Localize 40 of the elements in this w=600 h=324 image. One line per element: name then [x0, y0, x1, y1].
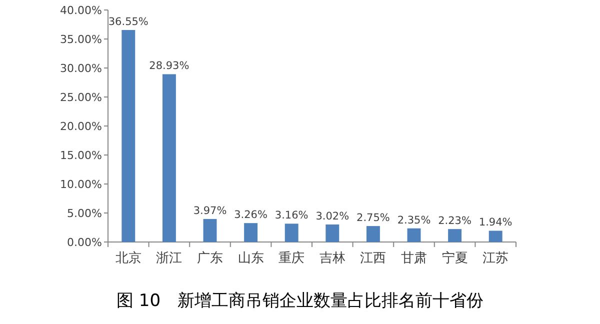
- bar: [244, 223, 258, 242]
- data-label: 2.35%: [397, 214, 431, 226]
- y-tick-label: 5.00%: [67, 207, 102, 220]
- y-tick-label: 20.00%: [60, 120, 102, 133]
- x-tick-label: 浙江: [156, 251, 182, 266]
- text: 图 10 新增工商吊销企业数量占比排名前十省份: [116, 291, 484, 311]
- bar: [326, 224, 340, 242]
- y-tick-label: 10.00%: [60, 178, 102, 191]
- y-tick-label: 25.00%: [60, 91, 102, 104]
- bar: [162, 74, 176, 242]
- x-tick-label: 甘肃: [401, 251, 427, 266]
- y-tick-label: 0.00%: [67, 236, 102, 249]
- x-tick-label: 北京: [115, 251, 142, 266]
- bar: [407, 228, 421, 242]
- data-label: 28.93%: [149, 60, 190, 72]
- bar: [122, 30, 136, 242]
- y-tick-label: 30.00%: [60, 62, 102, 75]
- bar: [203, 218, 217, 242]
- data-label: 3.02%: [316, 210, 350, 222]
- x-tick-label: 宁夏: [442, 250, 468, 266]
- x-tick-label: 山东: [238, 251, 264, 266]
- y-tick-label: 40.00%: [60, 4, 102, 17]
- bar: [366, 226, 380, 242]
- bar: [284, 224, 298, 242]
- x-tick-label: 江苏: [482, 251, 509, 266]
- data-label: 3.26%: [234, 209, 268, 222]
- bar: [448, 229, 462, 242]
- x-tick-label: 广东: [197, 251, 223, 266]
- data-label: 3.16%: [274, 210, 308, 222]
- bar: [488, 230, 502, 242]
- data-label: 3.97%: [193, 204, 227, 217]
- x-tick-label: 重庆: [278, 251, 305, 266]
- data-label: 1.94%: [478, 216, 512, 229]
- y-tick-label: 35.00%: [60, 33, 102, 46]
- y-tick-label: 15.00%: [60, 149, 102, 162]
- x-tick-label: 吉林: [319, 251, 346, 266]
- data-label: 2.23%: [438, 215, 472, 228]
- data-label: 2.75%: [356, 212, 390, 224]
- x-tick-label: 江西: [360, 251, 386, 266]
- data-label: 36.55%: [108, 16, 148, 28]
